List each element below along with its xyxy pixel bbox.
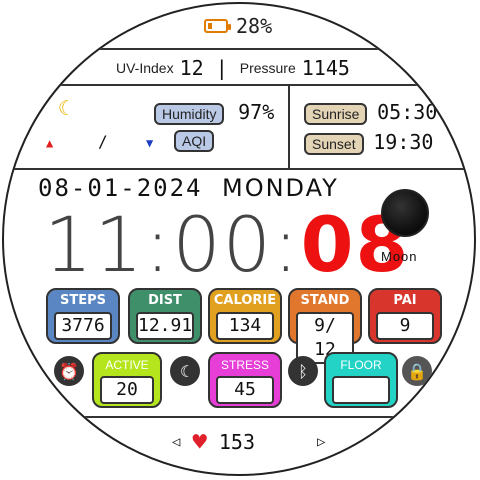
time-sep-1: :: [144, 200, 173, 289]
heart-icon: ♥: [192, 428, 207, 456]
dist-label: DIST: [148, 293, 182, 308]
aqi-row: AQI: [174, 130, 215, 152]
divider-bottom: [16, 416, 466, 418]
pressure-label: Pressure: [239, 60, 296, 76]
uv-pressure-separator: |: [215, 56, 228, 80]
date-text: 08-01-2024: [38, 174, 203, 202]
lock-icon[interactable]: 🔒: [402, 356, 432, 386]
stand-label: STAND: [300, 293, 350, 308]
sunset-time: 19:30: [373, 130, 434, 154]
temp-up-icon: ▲: [46, 136, 54, 150]
battery-status: 28%: [204, 14, 272, 38]
moon-cloud-icon: ☾: [58, 96, 71, 120]
battery-percent: 28%: [236, 14, 273, 38]
sunrise-row: Sunrise 05:30: [304, 100, 437, 125]
sunset-label: Sunset: [304, 133, 364, 155]
pressure-value: 1145: [301, 56, 350, 80]
steps-tile[interactable]: STEPS 3776: [46, 288, 120, 344]
time-minutes: 00: [172, 200, 274, 289]
calorie-tile[interactable]: CALORIE 134: [208, 288, 282, 344]
dist-tile[interactable]: DIST 12.91: [128, 288, 202, 344]
time-display: 11:00:08: [44, 200, 410, 289]
steps-value: 3776: [54, 312, 112, 340]
time-hours: 11: [44, 200, 145, 289]
arrow-right-icon[interactable]: ▷: [317, 434, 326, 450]
floor-tile[interactable]: FLOOR: [324, 352, 398, 408]
time-sep-2: :: [273, 200, 301, 289]
alarm-icon[interactable]: ⏰: [54, 356, 84, 386]
pai-tile[interactable]: PAI 9: [368, 288, 442, 344]
calorie-label: CALORIE: [213, 293, 277, 308]
battery-icon: [204, 19, 231, 33]
humidity-value: 97%: [238, 100, 275, 124]
divider-weather-vertical: [288, 86, 290, 168]
sunrise-time: 05:30: [377, 100, 438, 124]
moon-label: Moon: [381, 249, 418, 264]
stress-value: 45: [216, 376, 274, 404]
do-not-disturb-icon[interactable]: ☾: [170, 356, 200, 386]
day-text: MONDAY: [222, 174, 339, 202]
uv-label: UV-Index: [116, 60, 174, 76]
divider-weather-top: [24, 84, 458, 86]
active-label: ACTIVE: [105, 358, 149, 372]
calorie-value: 134: [216, 312, 274, 340]
heart-rate-row: ◁ ♥ 153 ▷: [172, 428, 325, 456]
arrow-left-icon[interactable]: ◁: [172, 434, 181, 450]
stand-tile[interactable]: STAND 9/ 12: [288, 288, 362, 364]
slash-icon: /: [98, 132, 108, 151]
uv-pressure-row: UV-Index 12 | Pressure 1145: [116, 56, 350, 80]
watch-face: 28% UV-Index 12 | Pressure 1145 ☾ ▲ / ▼ …: [2, 2, 476, 476]
floor-label: FLOOR: [340, 358, 382, 372]
heart-rate-value: 153: [218, 430, 256, 454]
divider-top: [74, 48, 408, 50]
moon-phase-icon: [381, 189, 429, 237]
uv-value: 12: [179, 56, 204, 80]
sunset-row: Sunset 19:30: [304, 130, 433, 155]
steps-label: STEPS: [59, 293, 106, 308]
floor-value: [332, 376, 390, 404]
temp-down-icon: ▼: [146, 136, 154, 150]
pai-value: 9: [376, 312, 434, 340]
aqi-label: AQI: [174, 130, 215, 152]
dist-value: 12.91: [136, 312, 194, 340]
active-tile[interactable]: ACTIVE 20: [92, 352, 162, 408]
sunrise-label: Sunrise: [304, 103, 368, 125]
bluetooth-icon[interactable]: ᛒ: [288, 356, 318, 386]
stress-label: STRESS: [220, 358, 269, 372]
pai-label: PAI: [393, 293, 417, 308]
divider-main-top: [10, 168, 472, 170]
humidity-row: Humidity 97%: [154, 100, 274, 125]
active-value: 20: [100, 376, 154, 404]
humidity-label: Humidity: [154, 103, 225, 125]
stress-tile[interactable]: STRESS 45: [208, 352, 282, 408]
